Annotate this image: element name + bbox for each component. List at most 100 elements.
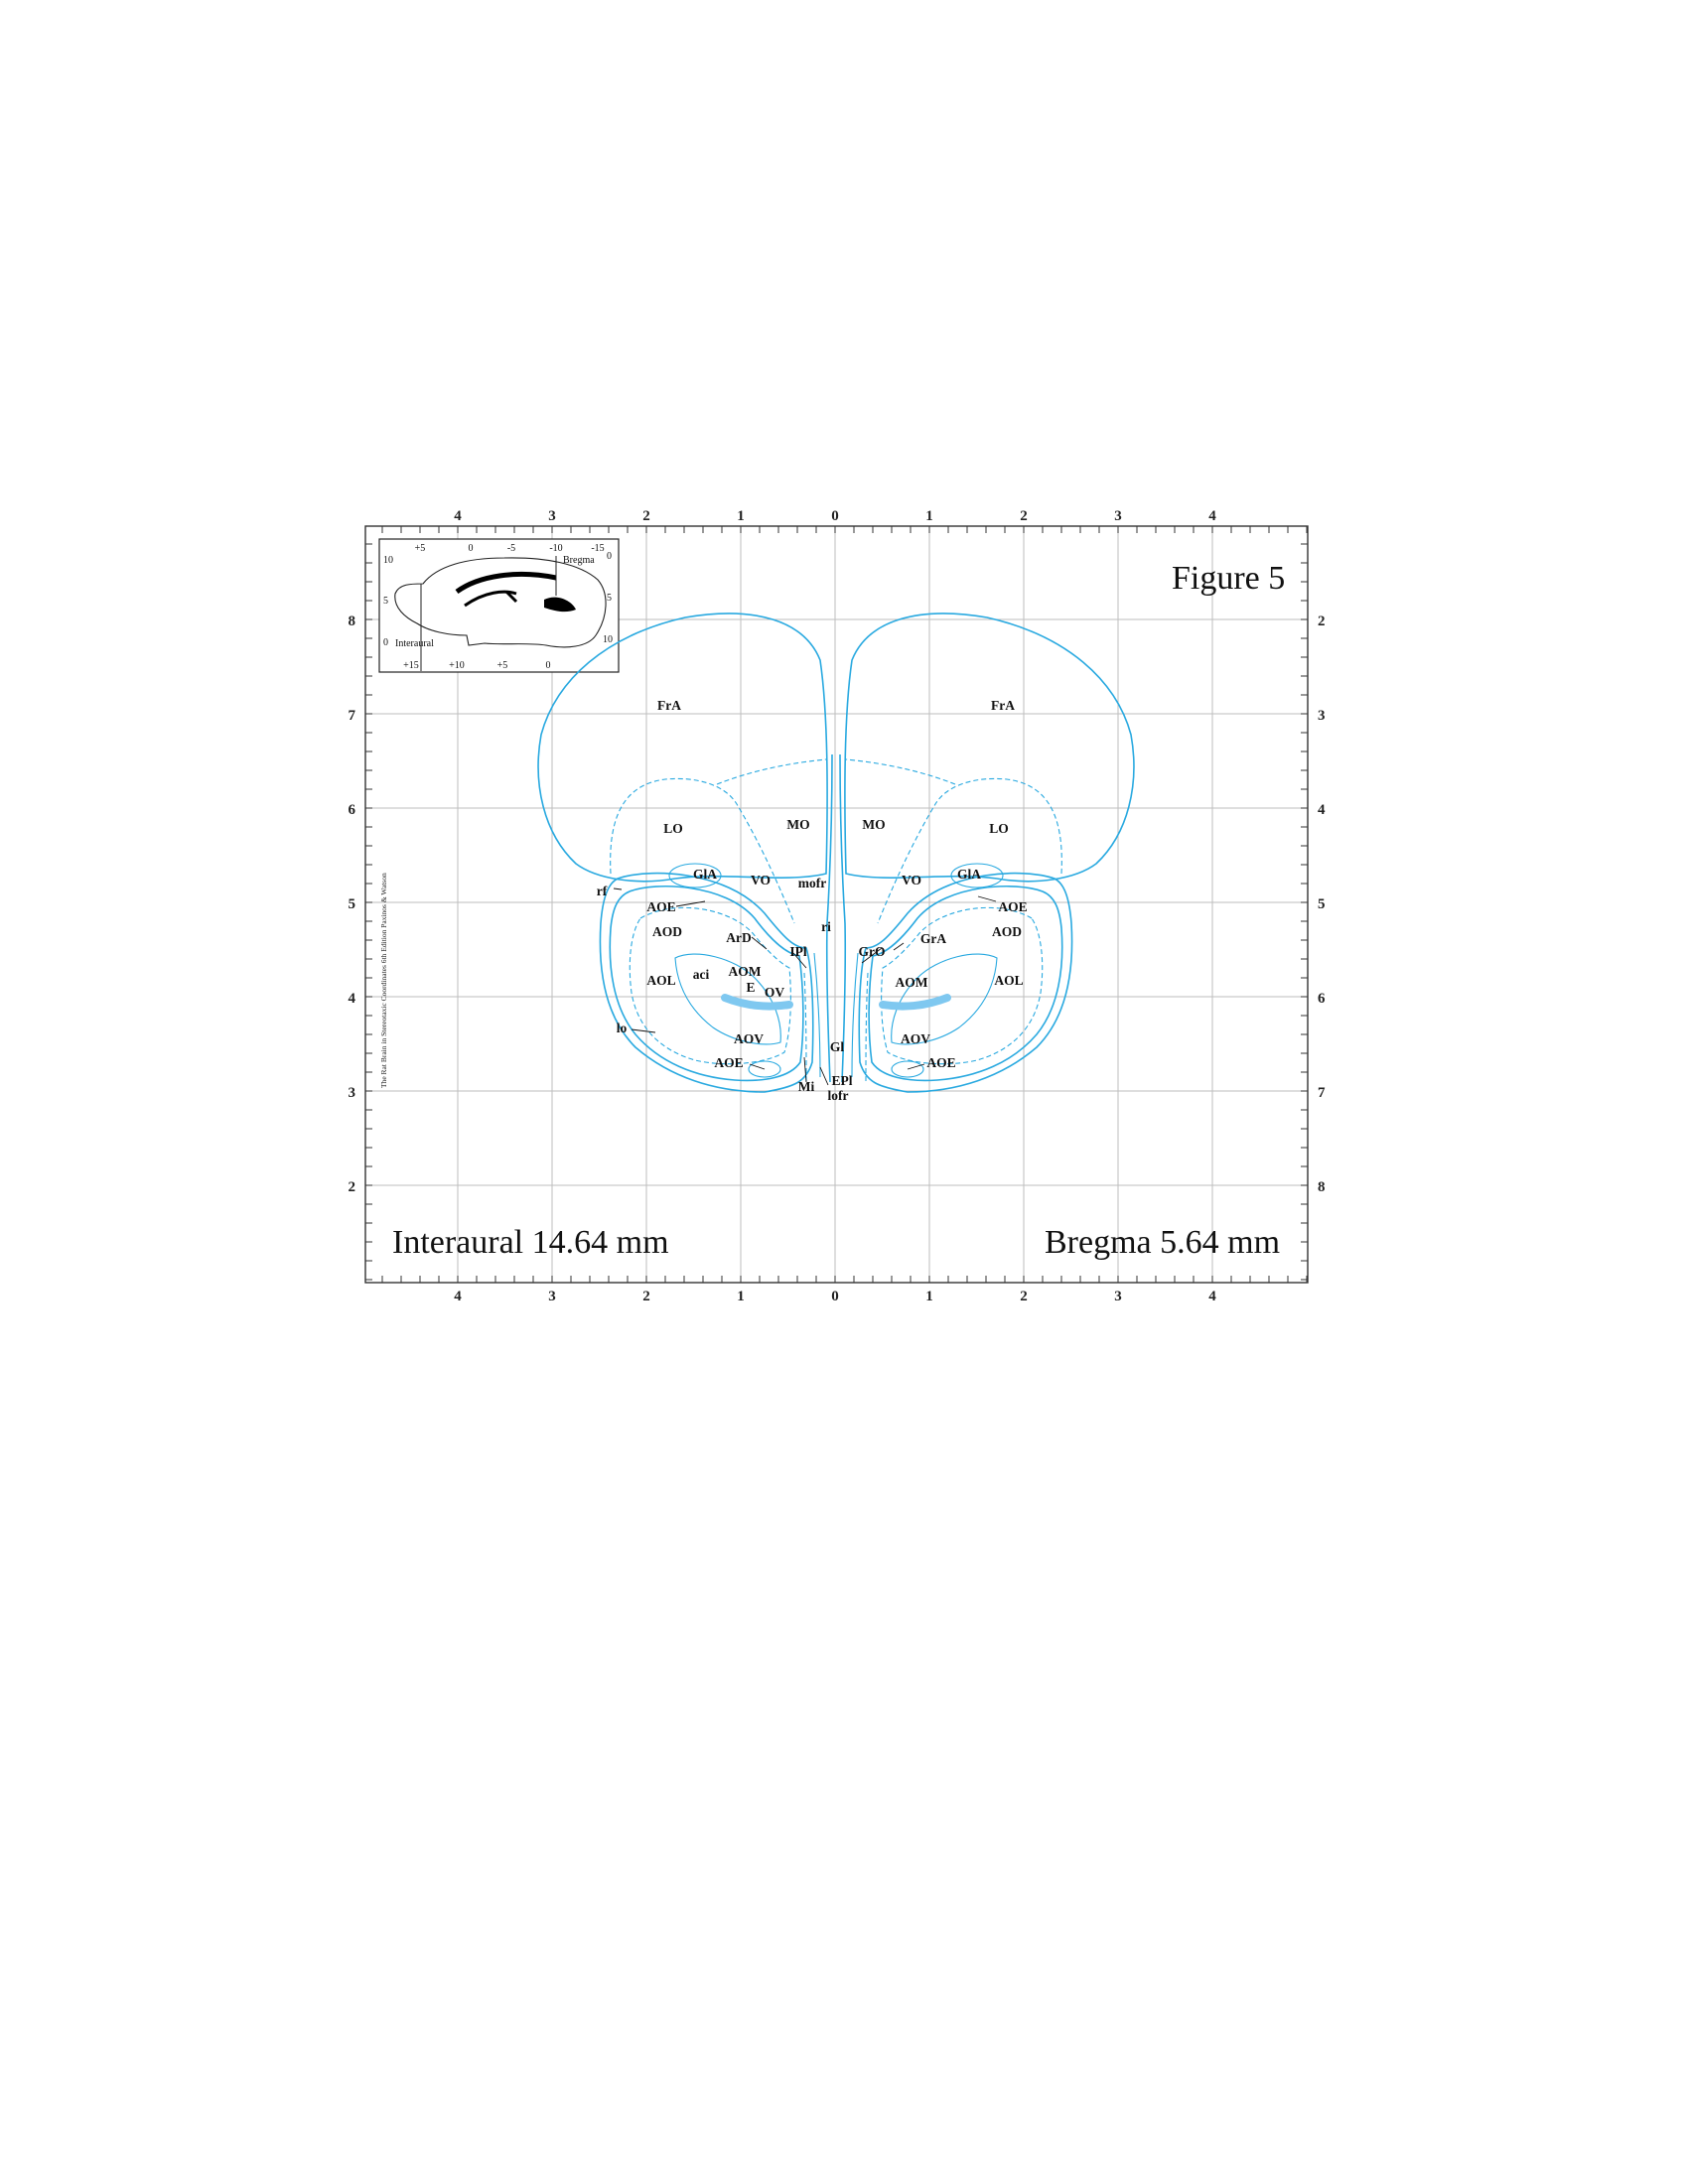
label-aci: aci	[693, 967, 710, 982]
left-tick: 4	[349, 991, 356, 1007]
right-axis: 2 3 4 5 6 7 8	[1318, 614, 1326, 1195]
label-vo-right: VO	[902, 873, 921, 887]
bottom-tick: 4	[454, 1289, 462, 1304]
label-mo-right: MO	[862, 817, 885, 832]
left-tick: 8	[349, 614, 356, 629]
left-axis: 8 7 6 5 4 3 2	[349, 614, 356, 1195]
label-lo-tract: lo	[617, 1021, 628, 1035]
top-tick: 1	[737, 508, 745, 524]
label-gro: GrO	[859, 944, 886, 959]
label-aoe-left-bottom: AOE	[714, 1055, 743, 1070]
inset-bottom-tick: +10	[449, 660, 465, 671]
label-aom-left: AOM	[729, 964, 762, 979]
label-ipl: IPl	[789, 944, 807, 959]
top-tick: 2	[1020, 508, 1028, 524]
right-tick: 6	[1318, 991, 1326, 1007]
label-aod-left: AOD	[652, 924, 682, 939]
right-tick: 4	[1318, 802, 1326, 818]
right-frontal-cortex	[844, 613, 1135, 883]
label-gl: Gl	[830, 1039, 845, 1054]
left-tick: 3	[349, 1085, 356, 1101]
figure-title: Figure 5	[1172, 560, 1285, 597]
left-olfactory-bulb	[599, 872, 814, 1093]
label-aoe-left-top: AOE	[646, 899, 675, 914]
label-ri: ri	[821, 919, 831, 934]
inset-bregma-label: Bregma	[563, 555, 595, 566]
atlas-frame	[364, 525, 1309, 1284]
top-tick: 4	[1208, 508, 1216, 524]
top-axis: 4 3 2 1 0 1 2 3 4	[454, 508, 1216, 524]
label-aov-right: AOV	[901, 1031, 930, 1046]
label-mofr: mofr	[798, 876, 826, 890]
bottom-tick: 3	[1114, 1289, 1122, 1304]
inset-left-tick: 0	[383, 637, 388, 648]
label-lo-left: LO	[663, 821, 683, 836]
bottom-tick: 2	[642, 1289, 650, 1304]
bottom-tick: 2	[1020, 1289, 1028, 1304]
right-tick: 8	[1318, 1179, 1326, 1195]
label-aol-left: AOL	[646, 973, 675, 988]
top-tick: 4	[454, 508, 462, 524]
bottom-tick: 0	[831, 1289, 839, 1304]
label-mo-left: MO	[786, 817, 809, 832]
sagittal-inset: +5 0 -5 -10 -15 +15 +10 +5 0 10 5 0 0 5 …	[378, 538, 620, 673]
right-olfactory-bulb	[858, 872, 1073, 1093]
label-aod-right: AOD	[992, 924, 1022, 939]
inset-interaural-label: Interaural	[395, 638, 434, 649]
label-ard: ArD	[726, 930, 752, 945]
top-tick: 3	[1114, 508, 1122, 524]
structure-labels: FrA FrA LO LO MO MO VO VO GlA GlA mofr r…	[597, 698, 1028, 1103]
right-tick: 5	[1318, 896, 1326, 912]
label-aol-right: AOL	[994, 973, 1023, 988]
right-tick: 7	[1318, 1085, 1326, 1101]
label-rf: rf	[597, 884, 608, 898]
bottom-tick: 1	[737, 1289, 745, 1304]
label-epl: EPl	[831, 1073, 852, 1088]
bottom-tick: 3	[548, 1289, 556, 1304]
top-tick: 2	[642, 508, 650, 524]
label-fra-right: FrA	[991, 698, 1015, 713]
left-tick: 5	[349, 896, 356, 912]
inset-right-tick: 0	[607, 551, 612, 562]
left-frontal-cortex	[537, 613, 828, 883]
label-e: E	[746, 980, 755, 995]
inset-top-tick: 0	[469, 543, 474, 554]
label-lofr: lofr	[828, 1088, 849, 1103]
right-tick: 3	[1318, 708, 1326, 724]
brain-section	[537, 613, 1135, 1093]
bottom-tick: 4	[1208, 1289, 1216, 1304]
label-ov: OV	[765, 985, 785, 1000]
bottom-tick: 1	[925, 1289, 933, 1304]
grid-lines	[365, 526, 1308, 1283]
label-vo-left: VO	[751, 873, 771, 887]
inset-brain-outline	[394, 557, 607, 648]
label-mi: Mi	[798, 1079, 815, 1094]
inset-top-tick: -5	[507, 543, 515, 554]
inset-left-tick: 5	[383, 596, 388, 607]
right-tick: 2	[1318, 614, 1326, 629]
bregma-label: Bregma 5.64 mm	[1045, 1224, 1280, 1261]
left-tick: 7	[349, 708, 356, 724]
left-tick: 6	[349, 802, 356, 818]
inset-right-tick: 5	[607, 593, 612, 604]
inset-top-tick: -10	[549, 543, 562, 554]
label-aov-left: AOV	[734, 1031, 764, 1046]
inset-bottom-tick: 0	[546, 660, 551, 671]
label-gia-left: GlA	[693, 867, 717, 882]
inset-bottom-tick: +15	[403, 660, 419, 671]
left-tick: 2	[349, 1179, 356, 1195]
label-aom-right: AOM	[896, 975, 928, 990]
top-tick: 1	[925, 508, 933, 524]
inset-left-tick: 10	[383, 555, 393, 566]
frame-ticks	[365, 526, 1308, 1283]
label-aoe-right-top: AOE	[998, 899, 1027, 914]
label-lo-right: LO	[989, 821, 1009, 836]
inset-top-tick: +5	[415, 543, 426, 554]
leader-lines	[613, 887, 997, 1086]
inset-right-tick: 10	[603, 634, 613, 645]
label-aoe-right-bottom: AOE	[926, 1055, 955, 1070]
label-fra-left: FrA	[657, 698, 681, 713]
label-gra: GrA	[920, 931, 946, 946]
top-tick: 3	[548, 508, 556, 524]
